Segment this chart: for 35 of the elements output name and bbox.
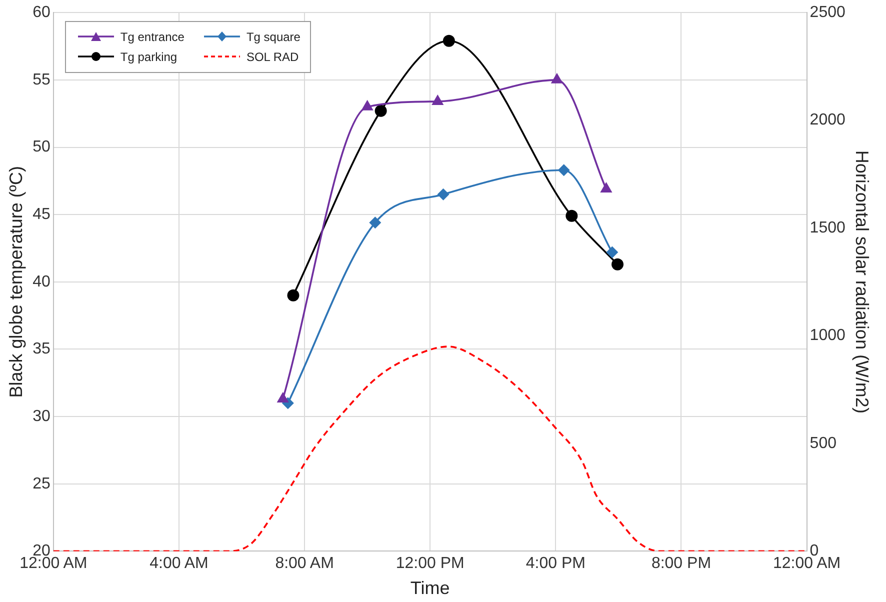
legend-label: Tg entrance [120, 30, 184, 44]
x-tick-label: 4:00 AM [150, 555, 208, 572]
x-tick-label: 4:00 PM [526, 555, 586, 572]
y-axis-title: Black globe temperature (ºC) [6, 166, 26, 398]
y2-tick-label: 1500 [810, 219, 846, 236]
x-tick-label: 12:00 AM [773, 555, 841, 572]
point [612, 258, 624, 270]
y-tick-label: 60 [32, 4, 50, 22]
legend-label: SOL RAD [246, 50, 299, 64]
y2-tick-label: 2000 [810, 112, 846, 129]
legend-label: Tg square [246, 30, 300, 44]
y2-tick-label: 2500 [810, 4, 846, 22]
x-tick-label: 12:00 PM [396, 555, 464, 572]
y2-axis-title: Horizontal solar radiation (W/m2) [852, 150, 872, 414]
y-tick-label: 25 [32, 475, 50, 492]
point [287, 289, 300, 302]
y-tick-label: 45 [32, 206, 50, 223]
y-tick-label: 30 [32, 408, 50, 425]
y2-tick-label: 1000 [810, 327, 846, 344]
x-tick-label: 8:00 AM [275, 555, 334, 572]
point [606, 246, 618, 258]
y-tick-label: 55 [32, 71, 50, 88]
legend-label: Tg parking [120, 50, 178, 64]
point [566, 210, 578, 222]
point [442, 34, 455, 47]
point [374, 104, 387, 117]
x-tick-label: 8:00 PM [651, 555, 712, 572]
point [558, 164, 570, 176]
point [437, 188, 450, 200]
point [369, 216, 382, 229]
y-tick-label: 40 [32, 273, 50, 290]
y-tick-label: 50 [32, 138, 50, 156]
y2-tick-label: 500 [810, 434, 837, 452]
x-axis-title: Time [410, 578, 450, 598]
y-tick-label: 35 [32, 340, 50, 358]
